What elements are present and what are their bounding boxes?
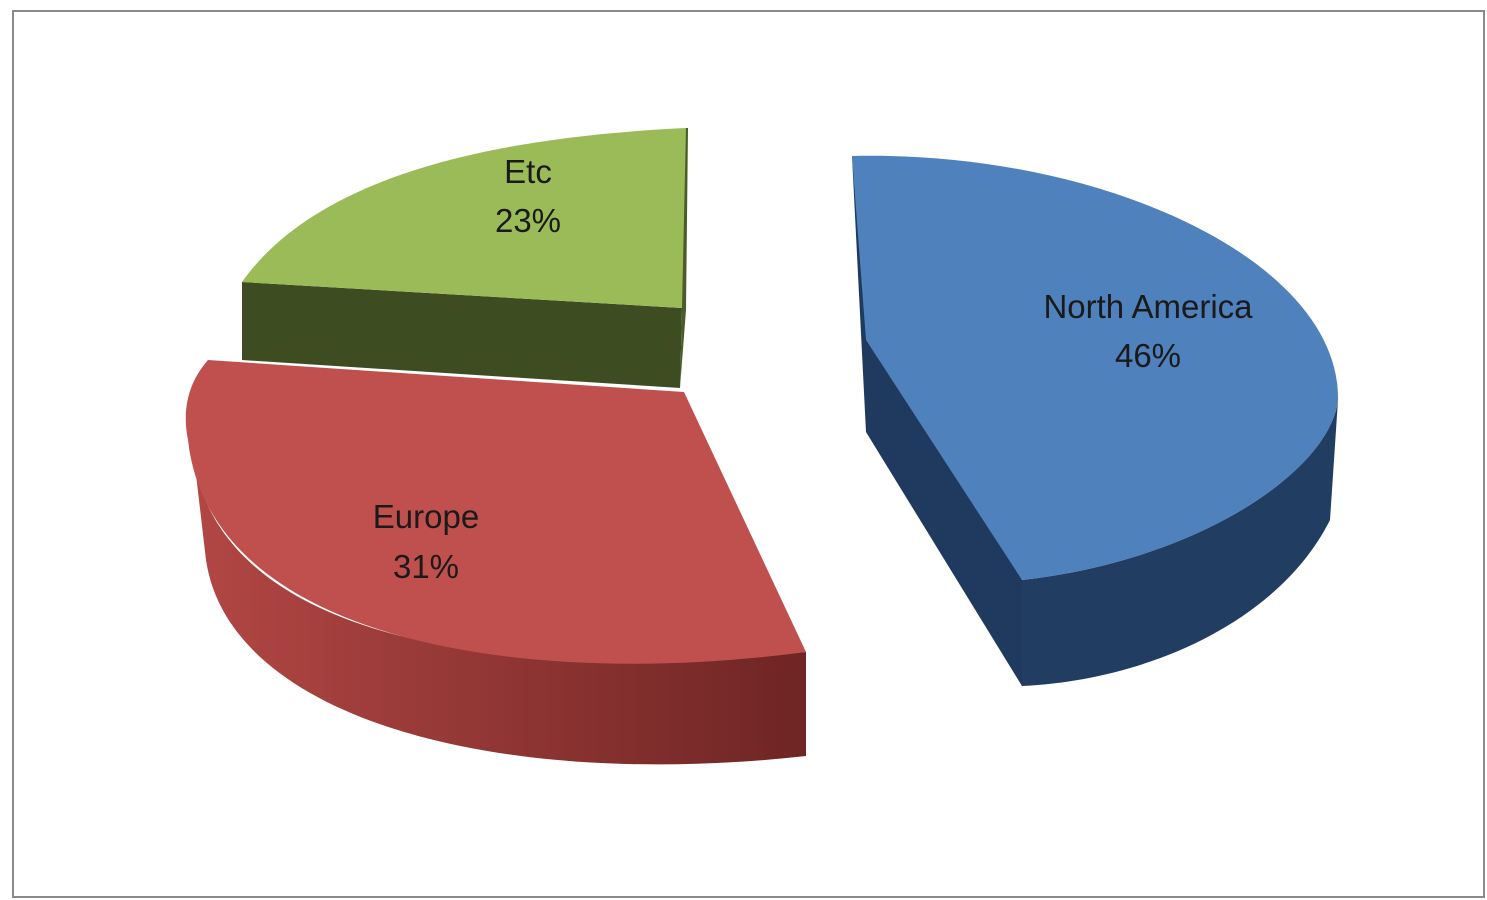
pie-slice-etc — [242, 128, 688, 388]
label-europe-name: Europe — [373, 498, 479, 535]
slice-europe-top — [185, 360, 807, 664]
slice-etc-top — [242, 128, 686, 308]
pie-slice-north-america — [852, 155, 1339, 686]
label-na-value: 46% — [1115, 337, 1181, 374]
label-na-name: North America — [1043, 288, 1253, 325]
slice-na-front-side — [1022, 400, 1338, 686]
label-etc-value: 23% — [495, 202, 561, 239]
pie-slice-europe — [185, 360, 807, 765]
slice-na-top — [852, 155, 1339, 580]
slice-europe-side — [192, 440, 806, 765]
slice-etc-edge — [680, 128, 688, 388]
label-etc-name: Etc — [504, 153, 552, 190]
slice-etc-side — [242, 282, 682, 388]
label-europe-value: 31% — [393, 548, 459, 585]
